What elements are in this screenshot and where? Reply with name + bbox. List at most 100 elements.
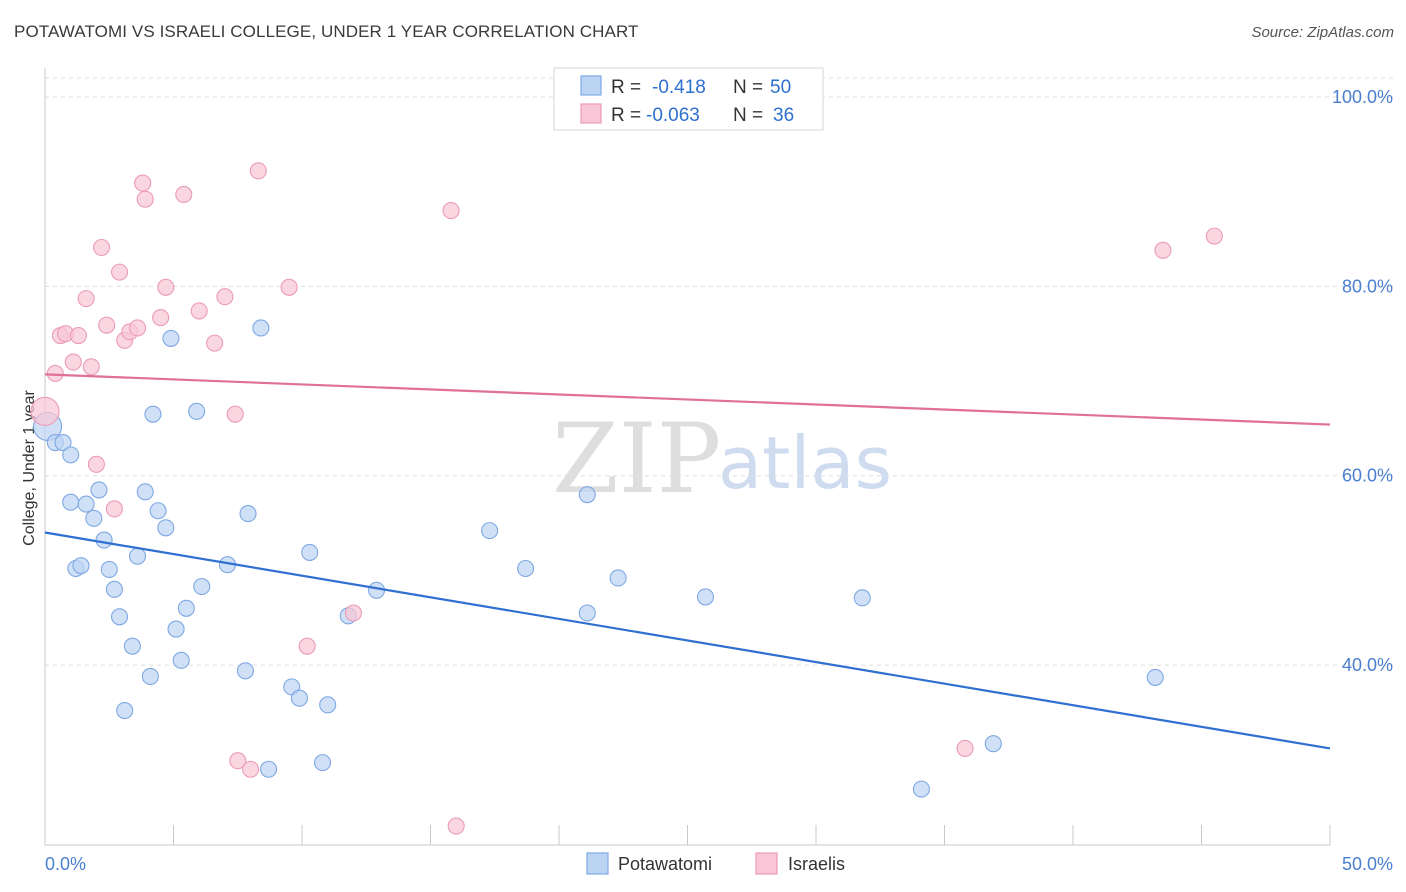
legend-r-value-potawatomi: -0.418 <box>652 77 706 98</box>
israelis-point <box>190 302 208 320</box>
potawatomi-point <box>236 662 255 680</box>
israelis-point <box>92 238 111 257</box>
x-ticks <box>173 825 1331 845</box>
israelis-point <box>226 405 244 423</box>
potawatomi-point <box>984 735 1002 753</box>
potawatomi-point <box>314 754 332 772</box>
potawatomi-point <box>578 486 596 504</box>
chart-source: Source: ZipAtlas.com <box>1251 24 1394 41</box>
israelis-point <box>206 334 224 352</box>
legend-swatch-israelis <box>580 103 602 124</box>
potawatomi-point <box>481 522 499 540</box>
potawatomi-point <box>188 402 206 420</box>
series-legend-label-israelis: Israelis <box>788 854 845 874</box>
potawatomi-point <box>62 446 80 464</box>
potawatomi-point <box>105 580 123 598</box>
series-legend-swatch-potawatomi <box>586 852 609 875</box>
series-legend: Potawatomi Israelis <box>586 852 845 875</box>
israelis-point <box>229 752 247 770</box>
israelis-point <box>1154 241 1172 259</box>
potawatomi-point <box>578 604 596 622</box>
watermark-zip: ZIP <box>552 403 721 515</box>
israelis-point <box>216 288 234 306</box>
israelis-point <box>30 396 60 426</box>
potawatomi-point <box>252 319 270 337</box>
potawatomi-point <box>172 651 190 669</box>
israelis-point <box>110 263 129 281</box>
israelis-point <box>344 604 362 622</box>
potawatomi-point <box>141 667 159 685</box>
israelis-point <box>157 278 175 296</box>
israelis-point <box>98 316 116 334</box>
potawatomi-point <box>239 505 257 523</box>
y-tick-labels: 40.0% 60.0% 80.0% 100.0% <box>1332 87 1393 675</box>
potawatomi-point <box>136 483 154 501</box>
legend-n-value-potawatomi: 50 <box>770 77 791 98</box>
gridlines <box>45 77 1393 666</box>
x-tick-label-min: 0.0% <box>45 854 86 874</box>
potawatomi-point <box>116 701 134 720</box>
potawatomi-point <box>853 589 871 607</box>
chart-title: POTAWATOMI VS ISRAELI COLLEGE, UNDER 1 Y… <box>14 22 639 41</box>
potawatomi-point <box>157 519 175 537</box>
potawatomi-point <box>100 560 118 578</box>
israelis-point <box>242 760 260 778</box>
series-legend-label-potawatomi: Potawatomi <box>618 854 712 874</box>
potawatomi-point <box>162 329 180 347</box>
watermark: ZIP atlas <box>552 403 892 515</box>
legend-n-label-potawatomi: N = <box>733 77 763 98</box>
y-tick-label: 80.0% <box>1342 276 1393 296</box>
legend-r-value-israelis: -0.063 <box>646 105 700 126</box>
israelis-point <box>64 353 82 371</box>
potawatomi-point <box>367 581 386 599</box>
watermark-atlas: atlas <box>718 421 892 505</box>
potawatomi-point <box>90 481 108 499</box>
israelis-point <box>82 358 100 376</box>
potawatomi-point <box>72 557 90 575</box>
israelis-point <box>442 202 460 220</box>
israelis-point <box>105 500 123 518</box>
potawatomi-point <box>54 434 72 452</box>
potawatomi-point <box>167 620 185 638</box>
potawatomi-point <box>110 608 129 626</box>
potawatomi-point <box>517 559 535 578</box>
trend-layer <box>44 373 1331 750</box>
israelis-point <box>128 319 147 337</box>
potawatomi-point <box>85 509 103 527</box>
potawatomi-point <box>193 577 211 596</box>
points-layer <box>30 162 1223 835</box>
israelis-point <box>956 739 974 757</box>
potawatomi-point <box>62 493 80 511</box>
potawatomi-point <box>912 780 930 798</box>
israelis-point <box>77 290 95 308</box>
potawatomi-point <box>144 405 162 423</box>
israelis-point <box>69 327 87 345</box>
potawatomi-point <box>177 599 195 617</box>
legend-n-value-israelis: 36 <box>773 105 794 126</box>
israelis-point <box>298 637 316 655</box>
israelis-trend-line <box>44 373 1331 426</box>
series-legend-swatch-israelis <box>755 852 778 875</box>
israelis-point <box>1205 227 1223 245</box>
potawatomi-point <box>123 637 141 655</box>
x-tick-label-max: 50.0% <box>1342 854 1393 874</box>
potawatomi-point <box>77 495 95 513</box>
legend-swatch-potawatomi <box>580 75 602 96</box>
legend-r-label-potawatomi: R = <box>611 77 641 98</box>
y-tick-label: 100.0% <box>1332 87 1393 107</box>
potawatomi-point <box>260 760 278 778</box>
y-tick-label: 60.0% <box>1342 466 1393 486</box>
israelis-point <box>46 364 64 382</box>
stats-legend: R = -0.418 N = 50 R = -0.063 N = 36 <box>553 67 824 131</box>
israelis-point <box>152 309 170 327</box>
israelis-point <box>447 817 465 835</box>
potawatomi-trend-line <box>44 531 1331 750</box>
legend-r-label-israelis: R = <box>611 105 641 126</box>
israelis-point <box>136 190 154 208</box>
potawatomi-point <box>95 531 113 549</box>
israelis-point <box>87 455 105 473</box>
potawatomi-point <box>609 569 627 587</box>
potawatomi-point <box>1146 668 1164 686</box>
israelis-point <box>280 278 298 296</box>
